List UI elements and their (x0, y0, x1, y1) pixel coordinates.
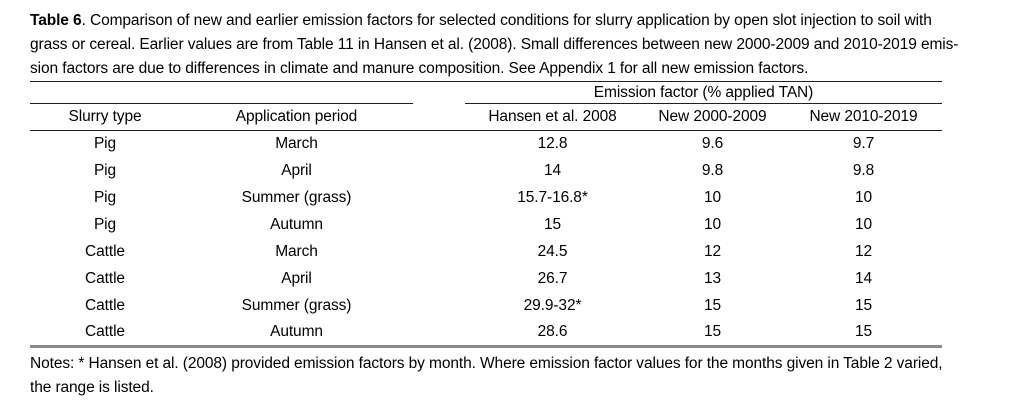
cell-new-2010-2019: 10 (854, 189, 873, 206)
cell-new-2000-2009: 13 (703, 270, 722, 287)
spacer-cell (413, 103, 465, 131)
table-row: Pig April 14 9.8 9.8 (30, 158, 942, 185)
cell-application-period: March (275, 135, 318, 153)
cell-new-2010-2019: 10 (854, 216, 873, 233)
cell-slurry-type: Cattle (85, 297, 125, 314)
table-row: Pig March 12.8 9.6 9.7 (30, 131, 942, 158)
col-header-hansen-2008: Hansen et al. 2008 (465, 103, 640, 131)
cell-new-2000-2009: 12 (703, 243, 722, 260)
table-caption-label: Table 6 (30, 12, 82, 29)
cell-new-2010-2019: 15 (854, 297, 873, 314)
cell-new-2010-2019: 14 (854, 270, 873, 287)
cell-hansen-2008: 28.6 (465, 319, 640, 348)
cell-hansen-2008: 14 (543, 162, 562, 179)
cell-new-2000-2009: 10 (703, 189, 722, 206)
spacer-cell (413, 239, 465, 266)
cell-hansen-2008: 26.7 (537, 270, 568, 287)
notes-line-1: Notes: * Hansen et al. (2008) provided e… (30, 355, 943, 372)
left-header-rule-cell (30, 81, 413, 104)
cell-new-2010-2019: 9.7 (852, 135, 875, 153)
cell-new-2000-2009: 9.6 (701, 135, 724, 153)
cell-application-period: Summer (grass) (241, 297, 352, 314)
table-caption: Table 6. Comparison of new and earlier e… (30, 9, 1010, 81)
col-header-new-2010-2019: New 2010-2019 (785, 103, 943, 131)
cell-new-2000-2009: 10 (703, 216, 722, 233)
cell-application-period: Summer (grass) (241, 189, 352, 206)
spacer-cell (413, 81, 465, 104)
cell-application-period: April (281, 162, 312, 179)
cell-slurry-type: Pig (93, 216, 117, 233)
col-header-application-period: Application period (180, 103, 413, 131)
spacer-cell (413, 212, 465, 239)
col-header-new-2000-2009: New 2000-2009 (640, 103, 785, 131)
cell-hansen-2008: 24.5 (537, 243, 568, 260)
cell-hansen-2008: 15 (543, 216, 562, 233)
table-row: Cattle April 26.7 13 14 (30, 266, 942, 293)
table-row: Pig Summer (grass) 15.7-16.8* 10 10 (30, 185, 942, 212)
spanner-row: Emission factor (% applied TAN) (30, 81, 943, 104)
table-row: Cattle March 24.5 12 12 (30, 239, 942, 266)
cell-slurry-type: Cattle (30, 319, 180, 348)
table-row: Pig Autumn 15 10 10 (30, 212, 942, 239)
table-row: Cattle Autumn 28.6 15 15 (30, 319, 943, 348)
spacer-cell (413, 158, 465, 185)
cell-new-2010-2019: 15 (785, 319, 943, 348)
cell-slurry-type: Pig (93, 162, 117, 179)
spacer-cell (413, 131, 465, 158)
cell-new-2010-2019: 9.8 (852, 162, 875, 179)
column-header-row: Slurry type Application period Hansen et… (30, 103, 943, 131)
table-row: Cattle Summer (grass) 29.9-32* 15 15 (30, 293, 942, 320)
cell-slurry-type: Cattle (85, 243, 125, 260)
spacer-cell (413, 319, 465, 348)
spanner-header: Emission factor (% applied TAN) (465, 81, 943, 104)
cell-application-period: Autumn (180, 319, 413, 348)
cell-slurry-type: Pig (93, 135, 117, 153)
cell-application-period: March (275, 243, 318, 260)
cell-new-2000-2009: 9.8 (701, 162, 724, 179)
cell-hansen-2008: 12.8 (537, 135, 568, 153)
caption-line-2: grass or cereal. Earlier values are from… (30, 36, 959, 53)
table-notes: Notes: * Hansen et al. (2008) provided e… (30, 352, 1010, 400)
cell-hansen-2008: 29.9-32* (523, 297, 582, 314)
cell-slurry-type: Pig (93, 189, 117, 206)
caption-line-1: Table 6. Comparison of new and earlier e… (30, 9, 1010, 33)
cell-slurry-type: Cattle (85, 270, 125, 287)
emission-factors-table: Emission factor (% applied TAN) Slurry t… (30, 81, 943, 348)
caption-line-1-text: . Comparison of new and earlier emission… (81, 12, 932, 29)
cell-new-2000-2009: 15 (640, 319, 785, 348)
cell-new-2010-2019: 12 (854, 243, 873, 260)
caption-line-3: sion factors are due to differences in c… (30, 60, 809, 77)
cell-hansen-2008: 15.7-16.8* (517, 189, 588, 206)
cell-application-period: April (281, 270, 312, 287)
spacer-cell (413, 293, 465, 320)
col-header-slurry-type: Slurry type (30, 103, 180, 131)
spacer-cell (413, 266, 465, 293)
cell-application-period: Autumn (270, 216, 323, 233)
notes-line-2: the range is listed. (30, 379, 154, 396)
spacer-cell (413, 185, 465, 212)
cell-new-2000-2009: 15 (703, 297, 722, 314)
